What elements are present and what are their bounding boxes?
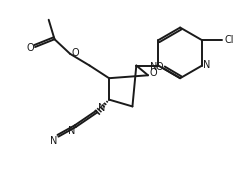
Text: O: O	[71, 48, 79, 58]
Text: N: N	[68, 126, 76, 136]
Text: N: N	[50, 136, 57, 146]
Text: N: N	[98, 103, 105, 113]
Text: O: O	[26, 43, 34, 53]
Text: N: N	[150, 62, 157, 71]
Text: N: N	[203, 60, 211, 70]
Text: O: O	[149, 68, 157, 78]
Text: Cl: Cl	[225, 35, 233, 45]
Text: O: O	[156, 62, 164, 71]
